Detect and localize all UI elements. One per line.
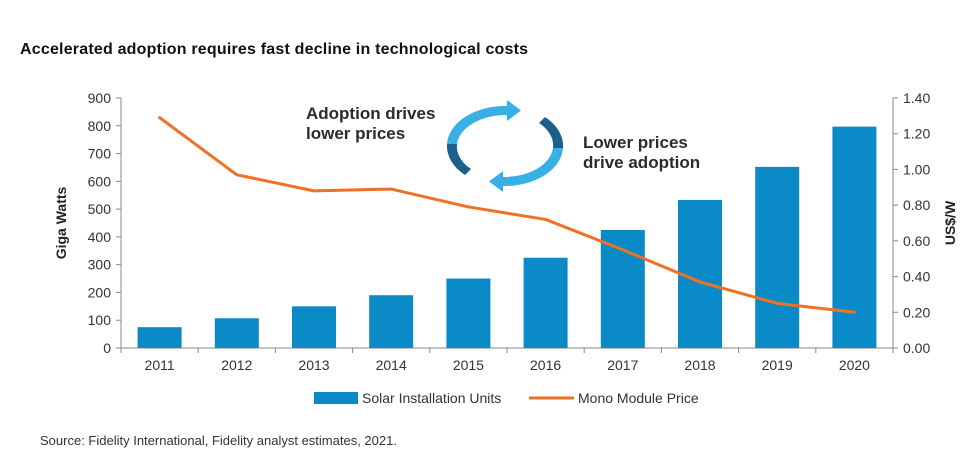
y2-tick-label: 0.60 — [903, 233, 930, 249]
price-point — [775, 301, 779, 305]
bar — [832, 126, 877, 348]
line-series — [158, 116, 856, 314]
annotation-left-line1: Adoption drives — [306, 104, 435, 123]
y2-tick-label: 1.00 — [903, 161, 930, 177]
price-point — [621, 248, 625, 252]
x-tick-label: 2017 — [607, 357, 638, 373]
y-tick-label: 200 — [88, 284, 112, 300]
legend-label-bars: Solar Installation Units — [362, 390, 501, 406]
x-tick-label: 2018 — [684, 357, 715, 373]
chart: 0 100 200 300 400 500 600 700 800 900 0.00 0.20 0.4… — [53, 90, 958, 406]
x-tick-label: 2015 — [453, 357, 484, 373]
circular-arrows-icon — [446, 100, 564, 192]
y-tick-label: 800 — [88, 118, 112, 134]
legend-label-line: Mono Module Price — [578, 390, 699, 406]
legend-swatch-bars — [314, 392, 358, 404]
price-point — [466, 205, 470, 209]
price-point — [312, 189, 316, 193]
y-tick-label: 500 — [88, 201, 112, 217]
bar — [446, 278, 491, 348]
y2-axis-label: US$/W — [942, 200, 958, 245]
bar — [137, 327, 182, 348]
bar — [755, 166, 800, 348]
annotation-left-line2: lower prices — [306, 124, 405, 143]
x-tick-label: 2020 — [839, 357, 870, 373]
x-tick-label: 2014 — [376, 357, 407, 373]
annotation-right-line2: drive adoption — [583, 153, 700, 172]
x-tick-label: 2011 — [145, 357, 175, 373]
bar — [678, 199, 722, 348]
left-axis-ticks: 0 100 200 300 400 500 600 700 800 900 — [88, 90, 121, 356]
y2-tick-label: 0.80 — [903, 197, 930, 213]
y2-tick-label: 1.20 — [903, 126, 930, 142]
bar — [214, 318, 259, 348]
bar — [369, 295, 414, 348]
y-tick-label: 0 — [103, 340, 111, 356]
x-tick-label: 2019 — [762, 357, 793, 373]
price-point — [158, 116, 162, 120]
price-point — [544, 217, 548, 221]
bar — [292, 306, 336, 348]
y-tick-label: 300 — [88, 257, 112, 273]
right-axis-ticks: 0.00 0.20 0.40 0.60 0.80 1.00 1.20 1.40 — [893, 90, 930, 356]
price-point — [235, 173, 239, 177]
price-point — [698, 280, 702, 284]
y-tick-label: 600 — [88, 173, 112, 189]
y-tick-label: 400 — [88, 229, 112, 245]
source-note: Source: Fidelity International, Fidelity… — [40, 433, 397, 448]
x-tick-label: 2012 — [221, 357, 252, 373]
y-tick-label: 900 — [88, 90, 112, 106]
bar — [600, 229, 645, 348]
x-axis-ticks: 2011 2012 2013 2014 2015 2016 2017 2018 2019 2020 — [120, 348, 894, 373]
x-tick-label: 2016 — [530, 357, 561, 373]
y2-tick-label: 0.20 — [903, 304, 930, 320]
y-tick-label: 100 — [88, 312, 112, 328]
y-tick-label: 700 — [88, 146, 112, 162]
y2-tick-label: 1.40 — [903, 90, 930, 106]
y-axis-label: Giga Watts — [53, 186, 69, 259]
annotation-right-line1: Lower prices — [583, 133, 688, 152]
y2-tick-label: 0.40 — [903, 269, 930, 285]
chart-title: Accelerated adoption requires fast decli… — [20, 41, 529, 58]
price-point — [389, 187, 393, 191]
bar — [523, 257, 568, 348]
price-line — [158, 116, 855, 314]
x-tick-label: 2013 — [298, 357, 329, 373]
y2-tick-label: 0.00 — [903, 340, 930, 356]
bar-series — [137, 126, 877, 348]
price-point — [852, 310, 856, 314]
